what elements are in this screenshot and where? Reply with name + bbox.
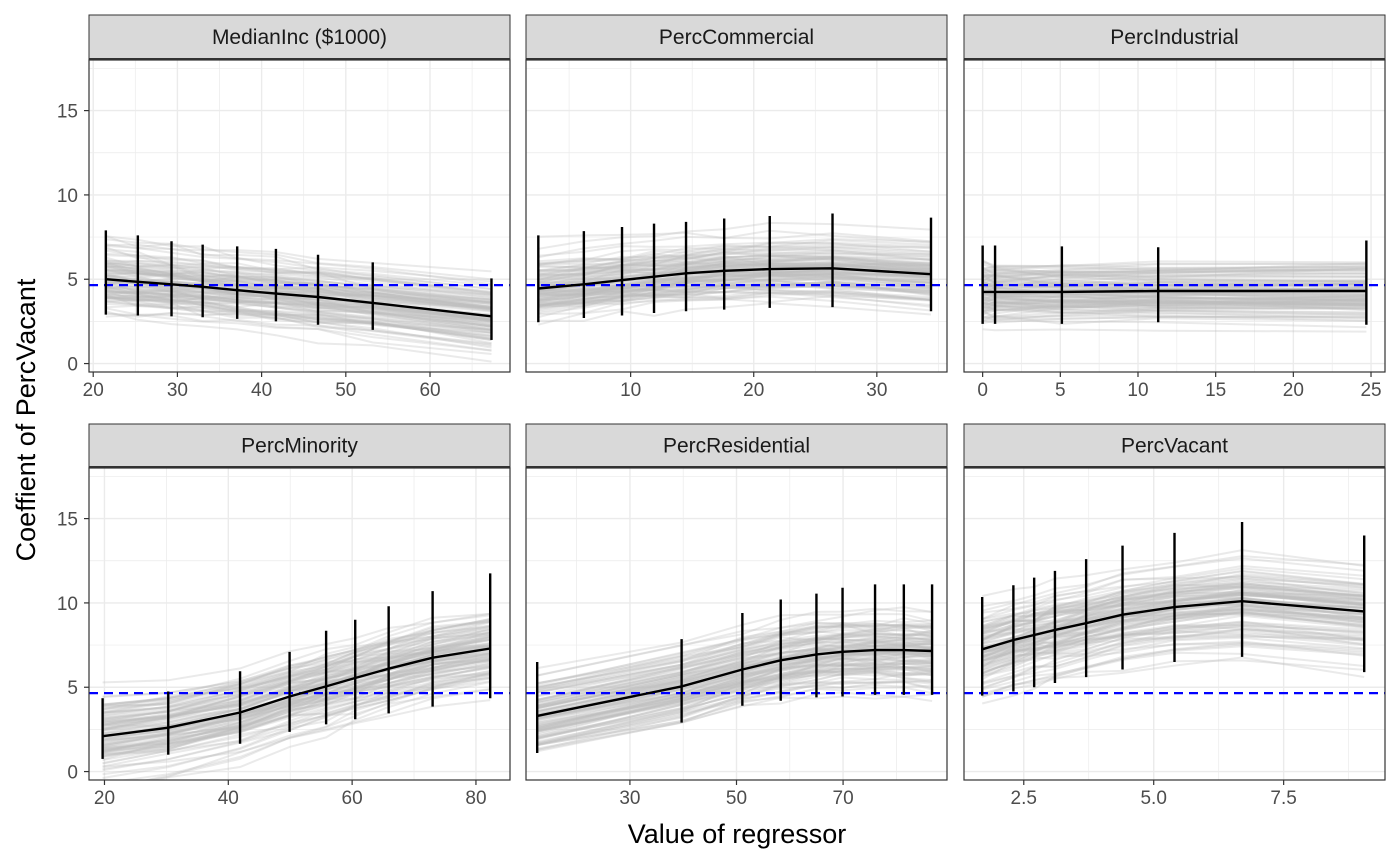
x-tick-label: 10 (620, 380, 641, 401)
facet-strip (963, 14, 1386, 60)
facet-panel: MedianInc ($1000) 0 5 10 15 20 30 40 50 60 (57, 14, 511, 401)
panel-border (88, 467, 511, 781)
facet-title: PercVacant (1121, 435, 1228, 458)
panel-background (89, 60, 510, 372)
fit-line (538, 267, 932, 290)
bootstrap-line (152, 681, 491, 780)
panel-border (525, 59, 948, 373)
facet-title: PercResidential (663, 435, 810, 458)
bootstrap-line (105, 310, 492, 363)
x-tick-label: 60 (419, 380, 440, 401)
x-tick-label: 80 (465, 788, 486, 809)
panel-border (963, 59, 1386, 373)
fit-line (982, 289, 1367, 294)
bootstrap-line (102, 699, 491, 768)
fit-line (981, 599, 1365, 651)
x-tick-label: 25 (1360, 380, 1381, 401)
facet-title: PercCommercial (659, 26, 814, 49)
x-tick-label: 7.5 (1270, 788, 1296, 809)
panel-background (526, 60, 947, 372)
facet-strip (963, 423, 1386, 468)
y-tick-label: 15 (57, 102, 78, 123)
facet-panel: PercMinority 0 5 10 15 20 40 60 80 (57, 423, 511, 809)
facet-strip (525, 423, 948, 468)
x-tick-label: 50 (335, 380, 356, 401)
bootstrap-line (119, 688, 491, 780)
y-tick-label: 10 (57, 186, 78, 207)
facet-strip (88, 14, 511, 60)
y-tick-label: 0 (67, 763, 78, 784)
y-axis-title: Coeffient of PercVacant (11, 278, 41, 561)
facet-title: PercMinority (241, 435, 358, 458)
x-tick-label: 0 (977, 380, 988, 401)
x-tick-label: 10 (1127, 380, 1148, 401)
bootstrap-line (982, 328, 1367, 333)
x-tick-label: 30 (619, 788, 640, 809)
panel-border (88, 59, 511, 373)
facet-panel: PercCommercial 10 20 30 (525, 14, 948, 401)
y-tick-label: 15 (57, 510, 78, 531)
x-tick-label: 50 (726, 788, 747, 809)
facet-title: MedianInc ($1000) (212, 26, 387, 49)
x-tick-label: 5 (1055, 380, 1066, 401)
fit-line (536, 648, 933, 718)
x-tick-label: 20 (743, 380, 764, 401)
facet-panel: PercIndustrial 0 5 10 15 20 25 (963, 14, 1386, 401)
facet-title: PercIndustrial (1110, 26, 1238, 49)
bootstrap-line (537, 695, 933, 750)
x-tick-label: 15 (1205, 380, 1226, 401)
x-tick-label: 5.0 (1140, 788, 1166, 809)
y-tick-label: 5 (67, 270, 78, 291)
y-tick-label: 10 (57, 594, 78, 615)
facet-panel: PercVacant 2.5 5.0 7.5 (963, 423, 1386, 809)
panel-background (964, 60, 1385, 372)
panel-border (963, 467, 1386, 781)
bootstrap-line (105, 307, 492, 352)
x-tick-label: 20 (94, 788, 115, 809)
bootstrap-line (105, 296, 492, 355)
fit-line (102, 647, 491, 738)
x-axis-title: Value of regressor (628, 819, 847, 849)
x-tick-label: 60 (342, 788, 363, 809)
x-tick-label: 30 (866, 380, 887, 401)
bootstrap-line (143, 675, 491, 780)
bootstrap-line (142, 672, 491, 780)
x-tick-label: 2.5 (1011, 788, 1037, 809)
fit-line (105, 278, 492, 318)
facet-panel: PercResidential 30 50 70 (525, 423, 948, 809)
x-tick-label: 40 (251, 380, 272, 401)
y-tick-label: 5 (67, 678, 78, 699)
bootstrap-line (105, 313, 492, 352)
x-tick-label: 40 (218, 788, 239, 809)
x-tick-label: 70 (833, 788, 854, 809)
x-tick-label: 20 (1283, 380, 1304, 401)
y-tick-label: 0 (67, 355, 78, 376)
x-tick-label: 20 (83, 380, 104, 401)
x-tick-label: 30 (167, 380, 188, 401)
